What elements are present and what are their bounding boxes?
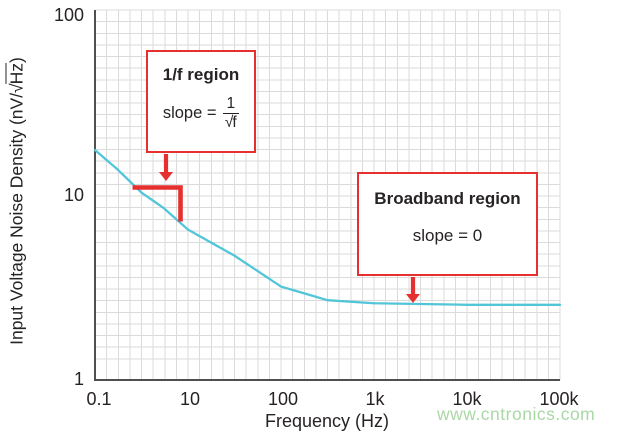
- slope-indicator-bracket: [132, 185, 183, 222]
- watermark: www.cntronics.com: [437, 404, 596, 424]
- x-axis-title: Frequency (Hz): [264, 411, 390, 431]
- y-axis-title-text: Input Voltage Noise Density (nV/: [6, 92, 27, 345]
- slope-fraction: 1 √f: [222, 95, 240, 132]
- sqrt-argument: f: [232, 113, 237, 132]
- x-tick-10k: 10k: [452, 389, 482, 409]
- slope-prefix: slope =: [162, 104, 217, 123]
- sqrt-argument: Hz: [5, 62, 27, 85]
- y-tick-1: 1: [73, 369, 84, 389]
- broadband-slope-label: slope = 0: [412, 226, 483, 245]
- x-tick-100: 100: [267, 389, 299, 409]
- broadband-arrow-icon: [406, 277, 420, 303]
- noise-curve: [93, 148, 562, 306]
- one-over-f-slope-label: slope = 1 √f: [148, 95, 254, 132]
- sqrt-symbol: √: [6, 84, 27, 93]
- one-over-f-region-title: 1/f region: [162, 65, 240, 84]
- y-tick-100: 100: [53, 5, 84, 25]
- y-tick-10: 10: [63, 185, 84, 205]
- broadband-region-callout: Broadband region slope = 0: [357, 172, 538, 276]
- x-tick-1k: 1k: [365, 389, 385, 409]
- broadband-region-title: Broadband region: [374, 189, 521, 208]
- y-axis-title: Input Voltage Noise Density (nV/√Hz): [5, 57, 28, 345]
- x-tick-0.1: 0.1: [86, 389, 112, 409]
- axes-lines: [93, 10, 560, 382]
- one-over-f-arrow-icon: [159, 154, 173, 181]
- x-tick-100k: 100k: [539, 389, 579, 409]
- sqrt-symbol: √: [224, 114, 233, 132]
- fraction-denominator: √f: [224, 113, 237, 132]
- x-tick-10: 10: [179, 389, 201, 409]
- one-over-f-region-callout: 1/f region slope = 1 √f: [146, 50, 256, 153]
- y-axis-title-suffix: ): [6, 57, 27, 63]
- fraction-numerator: 1: [222, 95, 240, 115]
